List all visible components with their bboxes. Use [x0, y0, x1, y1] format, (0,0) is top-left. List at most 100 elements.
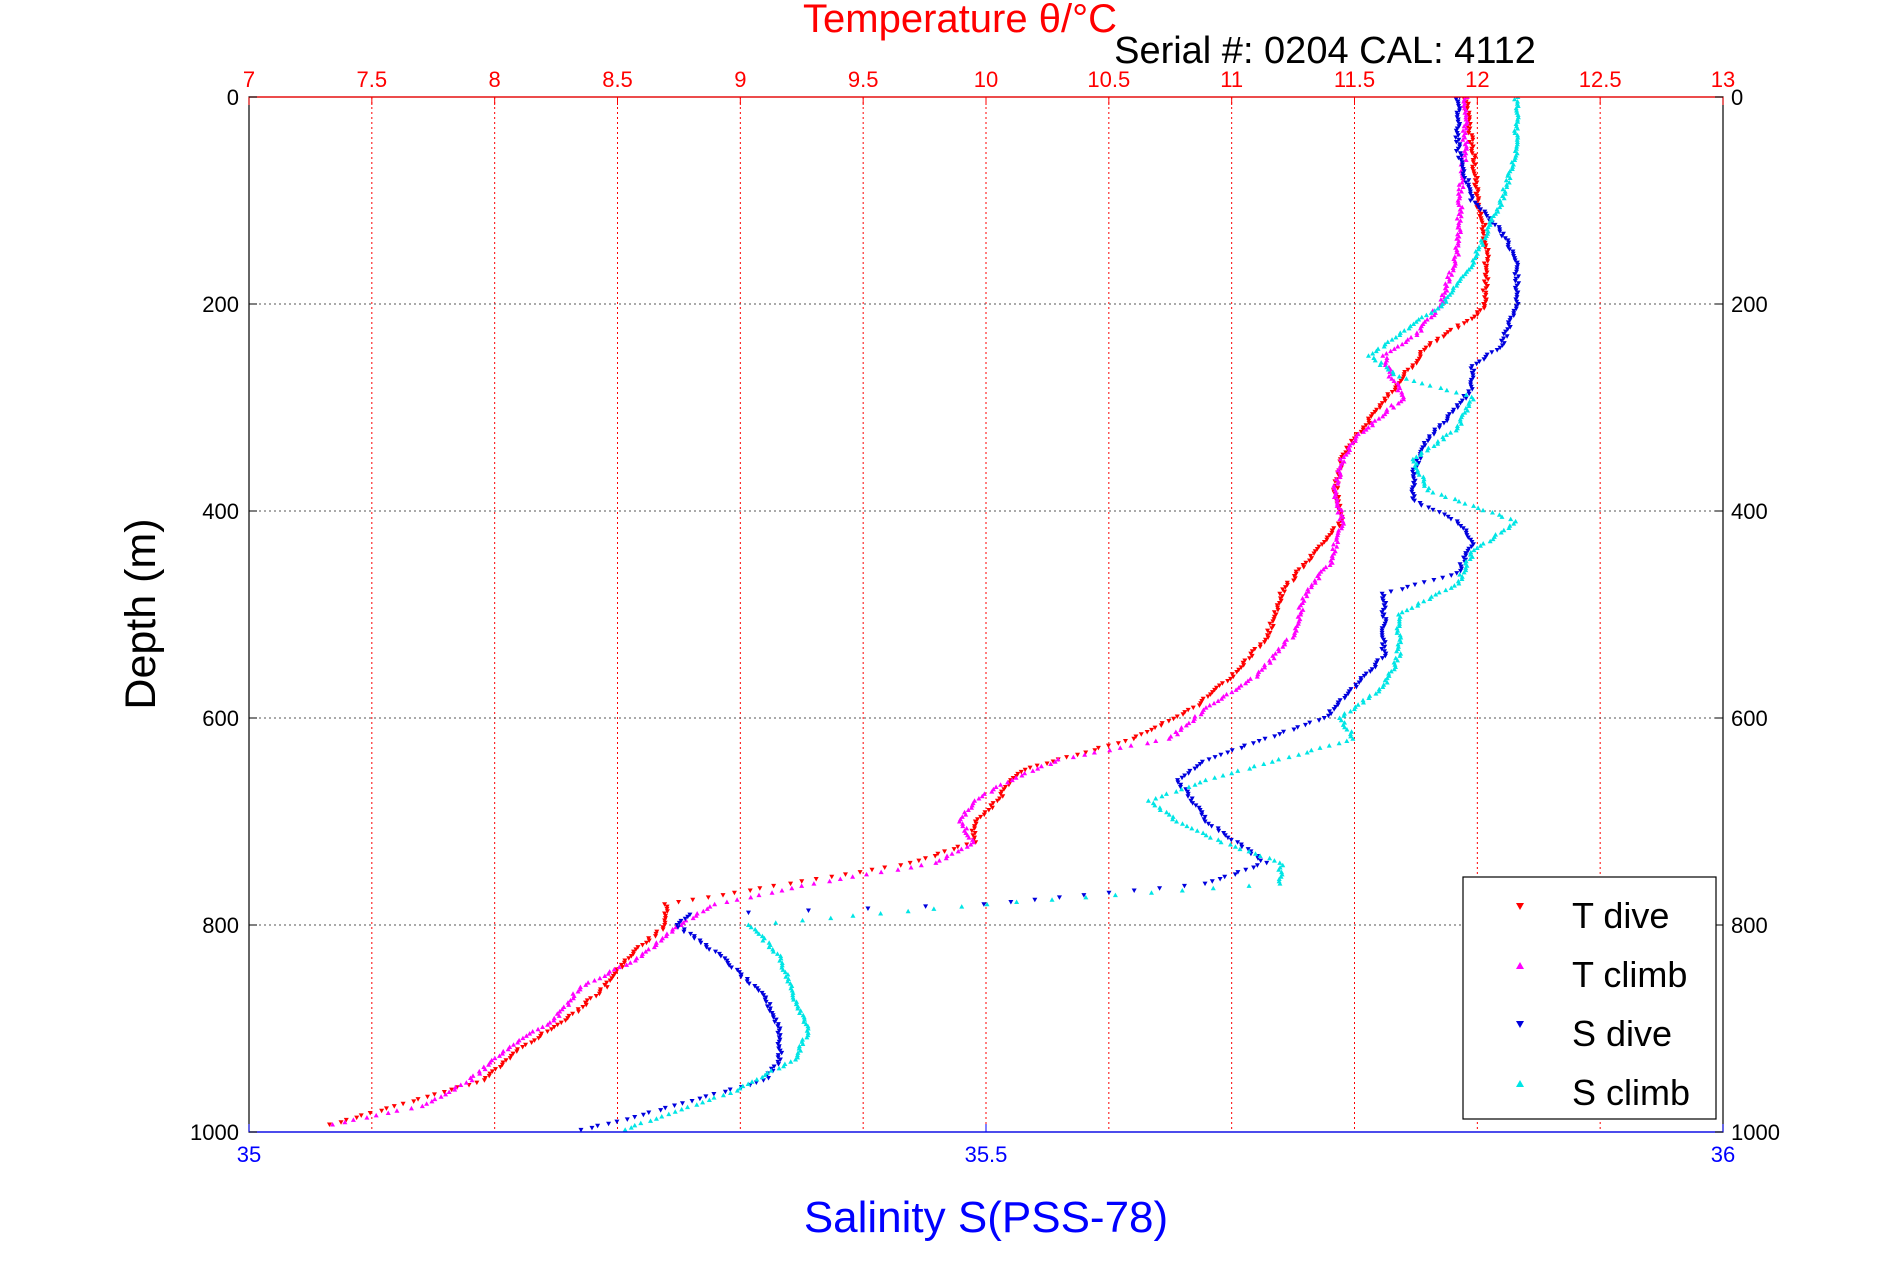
data-point: [1466, 178, 1472, 183]
data-point: [1431, 578, 1437, 583]
data-point: [1396, 373, 1402, 379]
legend-marker-s-climb: [1516, 1080, 1524, 1087]
top-tick-label: 9: [734, 67, 746, 92]
data-point: [1372, 664, 1378, 670]
data-point: [1501, 331, 1507, 337]
data-point: [1221, 831, 1227, 836]
data-point: [350, 1117, 356, 1122]
data-point: [705, 895, 711, 900]
data-point: [1450, 285, 1456, 290]
data-point: [1202, 814, 1208, 820]
data-point: [1467, 198, 1473, 203]
data-point: [1348, 708, 1354, 714]
data-point: [1275, 607, 1281, 613]
top-tick-label: 10: [974, 67, 998, 92]
data-point: [1382, 640, 1388, 645]
data-point: [449, 1087, 455, 1093]
data-point: [1005, 779, 1011, 785]
data-point: [1436, 425, 1442, 430]
data-point: [1514, 283, 1520, 289]
data-point: [1425, 438, 1431, 444]
data-point: [1107, 747, 1113, 753]
data-point: [1276, 756, 1282, 762]
data-point: [782, 969, 788, 975]
data-point: [1343, 450, 1349, 455]
data-point: [1395, 387, 1401, 393]
data-point: [1261, 761, 1267, 766]
data-point: [1181, 883, 1187, 889]
data-point: [1507, 247, 1513, 252]
data-point: [1516, 281, 1522, 286]
data-point: [1282, 589, 1288, 595]
data-point: [503, 1058, 509, 1063]
data-point: [922, 856, 928, 861]
data-point: [1457, 193, 1463, 198]
data-point: [628, 1125, 634, 1130]
data-point: [785, 978, 791, 984]
data-point: [1334, 501, 1340, 506]
data-point: [790, 992, 796, 998]
data-point: [1493, 211, 1499, 216]
data-point: [1245, 847, 1251, 852]
data-point: [713, 949, 719, 955]
data-point: [1389, 389, 1395, 395]
data-point: [596, 991, 602, 997]
data-point: [1472, 255, 1478, 261]
data-point: [1409, 605, 1415, 610]
data-point: [1356, 680, 1362, 686]
data-points: [326, 97, 1522, 1132]
data-point: [1348, 733, 1354, 739]
data-point: [497, 1064, 503, 1070]
data-point: [964, 842, 970, 847]
data-point: [1398, 398, 1404, 404]
data-point: [545, 1022, 551, 1027]
data-point: [1388, 589, 1394, 594]
data-point: [1184, 823, 1190, 829]
data-point: [1385, 367, 1391, 372]
top-tick-label: 7.5: [357, 67, 388, 92]
data-point: [1271, 617, 1277, 622]
data-point: [1203, 832, 1209, 838]
data-point: [1471, 368, 1477, 374]
data-point: [1014, 899, 1020, 904]
data-point: [1396, 618, 1402, 624]
data-point: [1471, 503, 1477, 508]
data-point: [1463, 126, 1469, 131]
data-point: [1186, 771, 1192, 776]
data-point: [663, 913, 669, 919]
data-point: [364, 1115, 370, 1120]
data-point: [1246, 883, 1252, 888]
data-point: [882, 865, 888, 870]
data-point: [1305, 589, 1311, 594]
data-point: [1445, 514, 1451, 520]
data-point: [1455, 198, 1461, 203]
data-point: [551, 1017, 557, 1023]
data-point: [780, 967, 786, 972]
data-point: [1513, 306, 1519, 312]
data-point: [1329, 553, 1335, 558]
data-point: [1456, 211, 1462, 216]
data-point: [1497, 345, 1503, 351]
data-point: [711, 1092, 717, 1097]
data-point: [1444, 288, 1450, 293]
data-point: [1380, 684, 1386, 689]
data-point: [1408, 334, 1414, 340]
data-point: [1463, 530, 1469, 536]
data-point: [748, 924, 754, 930]
data-point: [1388, 402, 1394, 408]
data-point: [330, 1122, 336, 1127]
data-point: [1282, 641, 1288, 647]
data-point: [795, 1050, 801, 1055]
data-point: [1515, 290, 1521, 295]
data-point: [1179, 786, 1185, 792]
data-point: [583, 1002, 589, 1008]
data-point: [1251, 763, 1257, 769]
data-point: [857, 870, 863, 875]
data-point: [1457, 572, 1463, 577]
data-point: [1405, 584, 1411, 590]
data-point: [1321, 540, 1327, 545]
data-point: [998, 782, 1004, 787]
data-point: [1476, 246, 1482, 252]
data-point: [1203, 705, 1209, 710]
data-point: [1308, 553, 1314, 559]
